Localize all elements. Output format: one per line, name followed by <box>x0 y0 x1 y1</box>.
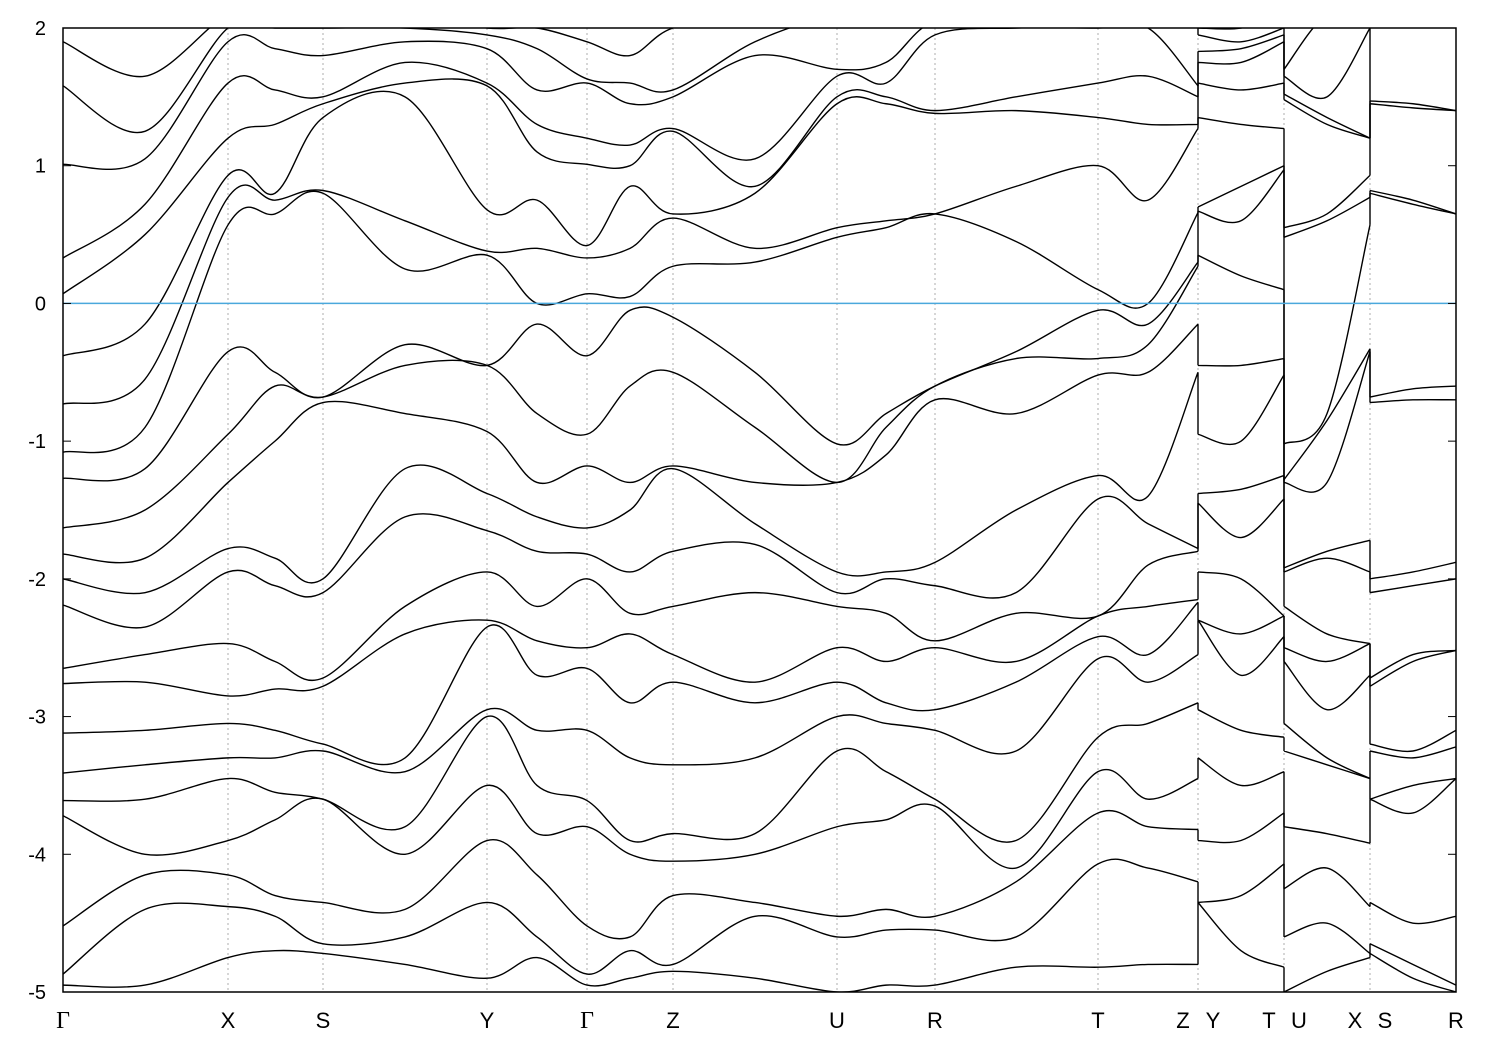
k-point-label: X <box>1348 1008 1363 1033</box>
y-tick-label: -2 <box>28 569 46 591</box>
band-13 <box>63 254 1456 529</box>
band-10 <box>63 474 1456 629</box>
band-21 <box>63 28 1245 134</box>
band-8 <box>63 571 1456 697</box>
band-7 <box>63 601 1456 766</box>
band-5 <box>63 702 1456 843</box>
y-tick-label: 2 <box>35 18 46 40</box>
y-tick-label: -5 <box>28 982 46 1004</box>
k-point-label: Γ <box>56 1008 70 1034</box>
k-point-label: S <box>1378 1008 1393 1033</box>
band-20 <box>63 28 1315 171</box>
band-19 <box>63 28 1371 259</box>
plot-frame <box>62 27 1457 993</box>
band-2 <box>63 858 1456 986</box>
k-point-label: Y <box>1206 1008 1221 1033</box>
y-axis: -5 -4 -3 -2 -1 0 1 2 <box>28 18 1456 1004</box>
y-tick-label: -3 <box>28 707 46 729</box>
y-tick-label: 1 <box>35 156 46 178</box>
k-point-label: R <box>1448 1008 1464 1033</box>
y-tick-label: 0 <box>35 293 46 315</box>
band-6 <box>63 619 1456 780</box>
k-point-label: Z <box>1176 1008 1189 1033</box>
band-3 <box>63 810 1456 940</box>
band-22 <box>63 28 676 78</box>
band-16 <box>63 103 1456 405</box>
band-1 <box>63 902 1456 992</box>
k-point-label: T <box>1262 1008 1275 1033</box>
band-14 <box>63 169 1456 482</box>
k-point-label: S <box>316 1008 331 1033</box>
band-15 <box>63 165 1456 454</box>
bands <box>63 28 1456 992</box>
band-17 <box>63 82 1456 357</box>
k-point-label: X <box>221 1008 236 1033</box>
k-point-label: R <box>927 1008 943 1033</box>
y-tick-label: -1 <box>28 431 46 453</box>
k-point-label: U <box>829 1008 845 1033</box>
y-tick-label: -4 <box>28 844 46 866</box>
band-4 <box>63 757 1456 869</box>
k-point-label: Y <box>480 1008 495 1033</box>
k-point-label: T <box>1091 1008 1104 1033</box>
k-point-label: U <box>1291 1008 1307 1033</box>
k-point-label: Γ <box>580 1008 594 1034</box>
k-point-label: Z <box>666 1008 679 1033</box>
